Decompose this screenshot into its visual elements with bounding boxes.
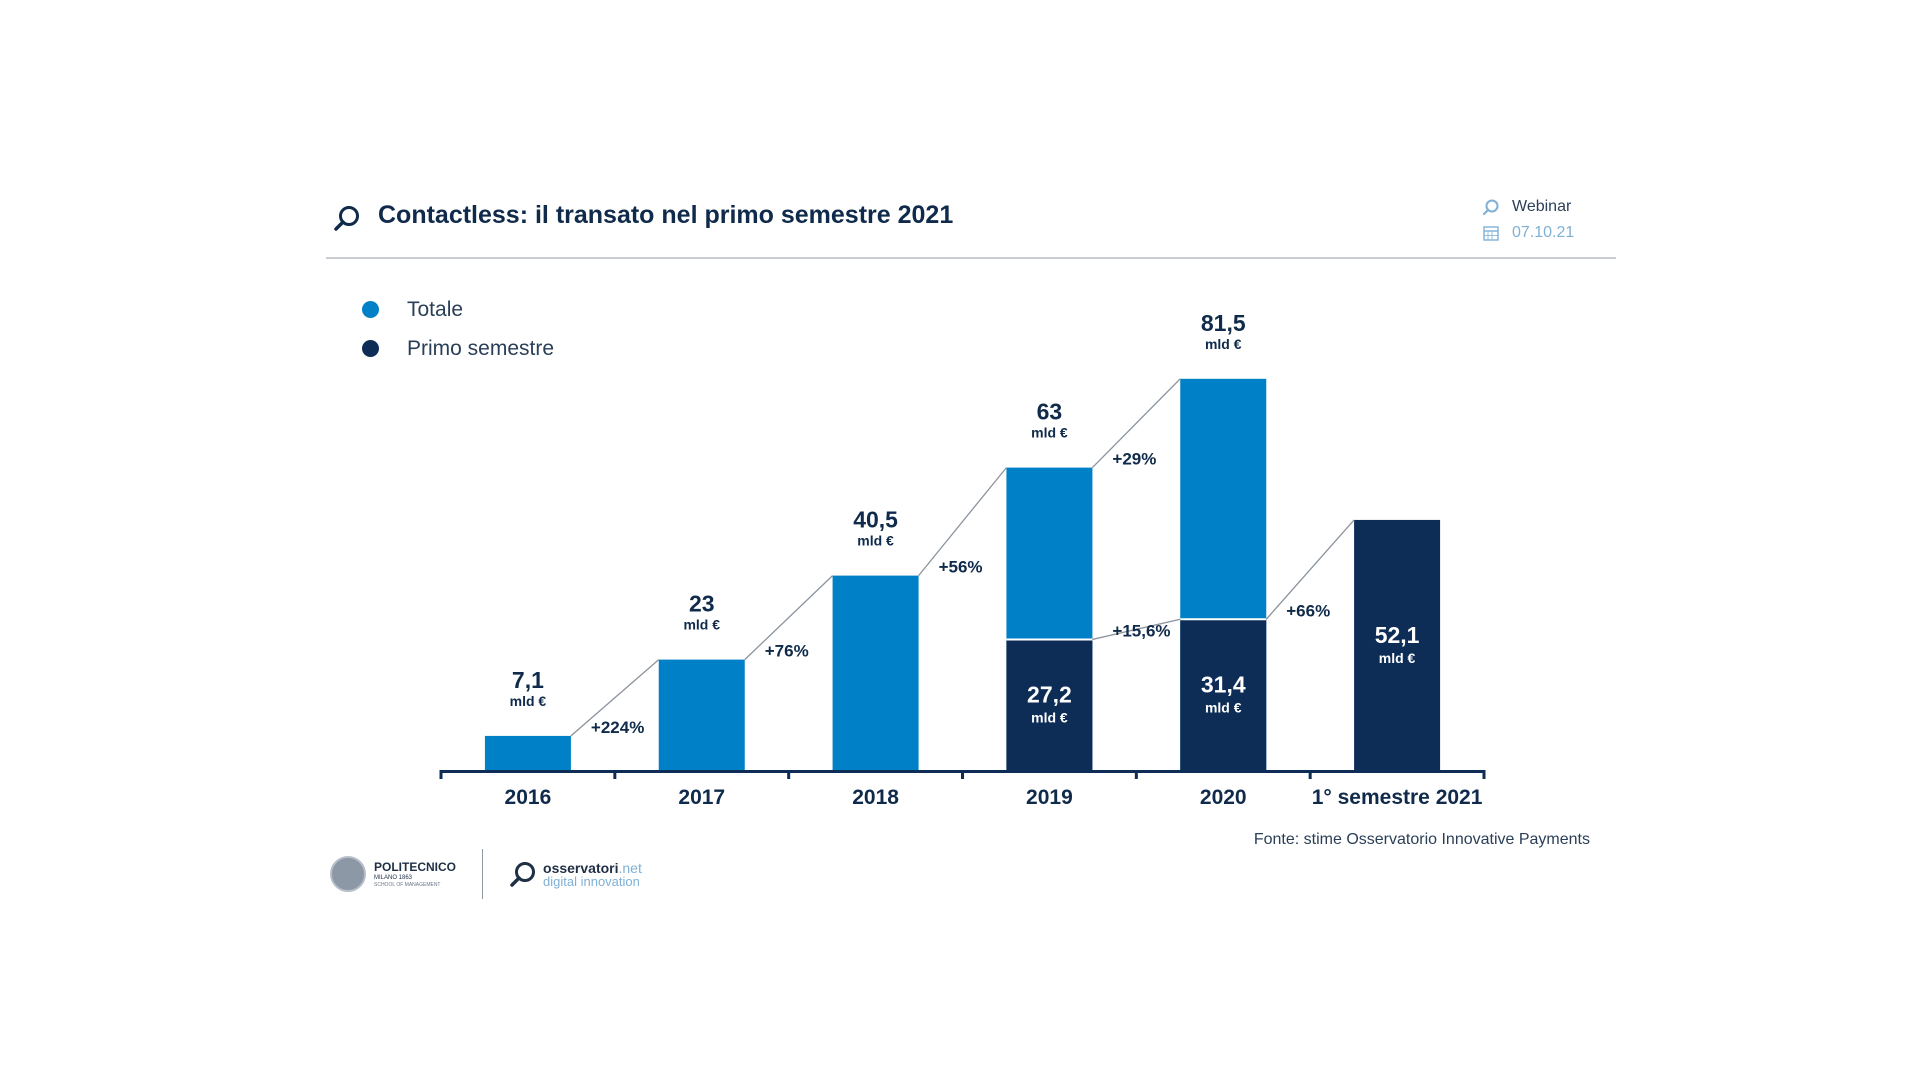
unit-label-primo-semestre-2020: mld € <box>1205 700 1242 716</box>
legend-swatch-primo-semestre <box>362 340 379 357</box>
unit-label-totale-2019: mld € <box>1031 425 1068 441</box>
osservatori-wordmark: osservatori.net digital innovation <box>543 861 642 888</box>
footer-logos: POLITECNICO MILANO 1863 SCHOOL OF MANAGE… <box>330 848 642 900</box>
bar-primo-semestre-2019 <box>1006 639 1093 770</box>
osservatori-name-main: osservatori <box>543 859 619 876</box>
value-label-primo-semestre-2020: 31,4 <box>1201 672 1246 698</box>
chart-legend: Totale Primo semestre <box>362 290 554 368</box>
value-label-totale-2018: 40,5 <box>853 507 898 533</box>
value-label-primo-semestre-1° semestre 2021: 52,1 <box>1375 622 1420 648</box>
growth-connector-5 <box>1265 519 1355 620</box>
value-label-totale-2020: 81,5 <box>1201 310 1246 336</box>
legend-label-primo-semestre: Primo semestre <box>407 336 555 360</box>
legend-swatch-totale <box>362 301 379 318</box>
calendar-icon <box>1483 226 1499 241</box>
unit-label-totale-2017: mld € <box>683 617 720 633</box>
event-label: Webinar <box>1512 198 1572 215</box>
value-label-primo-semestre-2019: 27,2 <box>1027 682 1072 708</box>
polimi-name: POLITECNICO <box>374 859 457 874</box>
event-meta: Webinar 07.10.21 <box>1482 194 1574 246</box>
date-row: 07.10.21 <box>1482 220 1574 246</box>
growth-connector-0 <box>570 659 660 737</box>
unit-label-totale-2016: mld € <box>510 693 547 709</box>
bar-primo-semestre-1° semestre 2021 <box>1354 519 1441 770</box>
x-tick-label-2017: 2017 <box>678 786 725 809</box>
search-bubble-icon <box>510 862 536 887</box>
value-label-totale-2017: 23 <box>689 591 715 617</box>
unit-label-totale-2020: mld € <box>1205 336 1242 352</box>
event-date: 07.10.21 <box>1512 224 1575 241</box>
x-tick-label-2019: 2019 <box>1026 786 1073 809</box>
bar-primo-semestre-2020 <box>1180 619 1267 770</box>
osservatori-tld: .net <box>618 859 642 876</box>
bar-totale-2017 <box>658 659 745 770</box>
growth-label-2: +56% <box>939 558 983 577</box>
polimi-logo: POLITECNICO MILANO 1863 SCHOOL OF MANAGE… <box>330 856 456 892</box>
value-label-totale-2016: 7,1 <box>512 667 544 693</box>
polimi-wordmark: POLITECNICO MILANO 1863 SCHOOL OF MANAGE… <box>374 861 456 888</box>
growth-connector-3 <box>1091 378 1181 469</box>
event-row: Webinar <box>1482 194 1574 220</box>
search-bubble-icon <box>334 206 359 231</box>
x-tick-label-2020: 2020 <box>1200 786 1247 809</box>
growth-connector-4 <box>1092 618 1181 641</box>
search-bubble-icon <box>1482 199 1499 216</box>
growth-label-5: +66% <box>1286 601 1330 620</box>
growth-connector-1 <box>744 575 834 661</box>
growth-label-3: +29% <box>1112 450 1156 469</box>
footer-divider <box>482 849 484 899</box>
page-title: Contactless: il transato nel primo semes… <box>378 201 954 229</box>
bar-totale-2018 <box>832 575 919 770</box>
polimi-school: SCHOOL OF MANAGEMENT <box>374 881 441 888</box>
header-divider <box>326 257 1616 259</box>
growth-label-4: +15,6% <box>1112 621 1170 640</box>
unit-label-primo-semestre-2019: mld € <box>1031 710 1068 726</box>
growth-label-1: +76% <box>765 642 809 661</box>
value-label-totale-2019: 63 <box>1037 399 1063 425</box>
osservatori-name: osservatori.net <box>543 861 642 875</box>
unit-label-primo-semestre-1° semestre 2021: mld € <box>1379 650 1416 666</box>
legend-item-primo-semestre: Primo semestre <box>362 329 554 368</box>
x-tick-label-1° semestre 2021: 1° semestre 2021 <box>1312 786 1483 809</box>
x-tick-label-2016: 2016 <box>505 786 552 809</box>
legend-item-totale: Totale <box>362 290 554 329</box>
unit-label-totale-2018: mld € <box>857 533 894 549</box>
legend-label-totale: Totale <box>407 297 464 321</box>
polimi-seal-icon <box>330 856 366 892</box>
bar-totale-2016 <box>484 735 571 770</box>
source-note: Fonte: stime Osservatorio Innovative Pay… <box>1253 831 1590 848</box>
polimi-sub: MILANO 1863 <box>374 874 413 881</box>
growth-connector-2 <box>918 467 1007 577</box>
osservatori-logo: osservatori.net digital innovation <box>509 860 642 888</box>
x-tick-label-2018: 2018 <box>852 786 899 809</box>
growth-label-0: +224% <box>591 718 644 737</box>
osservatori-sub: digital innovation <box>543 873 640 889</box>
